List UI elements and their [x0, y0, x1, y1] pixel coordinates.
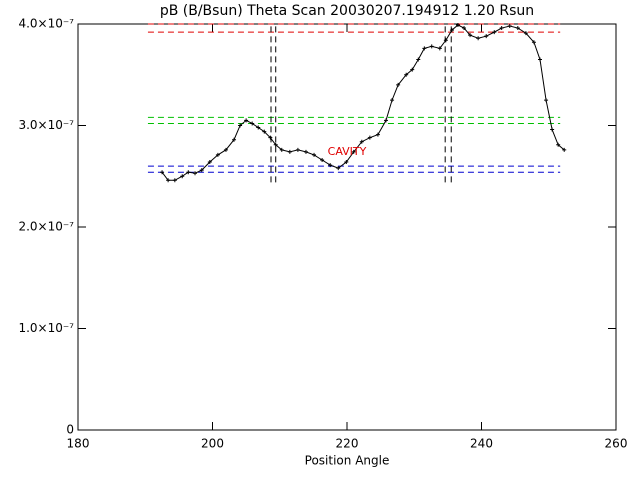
data-point [344, 160, 349, 165]
data-point [262, 129, 267, 134]
data-point [273, 142, 278, 147]
data-point [449, 28, 454, 33]
x-tick-label: 260 [605, 437, 628, 451]
data-point [523, 31, 528, 36]
chart-title: pB (B/Bsun) Theta Scan 20030207.194912 1… [160, 3, 534, 19]
data-point [359, 139, 364, 144]
data-point [410, 67, 415, 72]
data-point [244, 118, 249, 123]
data-point [455, 23, 460, 28]
data-point [468, 33, 473, 38]
data-point [180, 174, 185, 179]
data-point [390, 98, 395, 103]
data-point [215, 152, 220, 157]
annotation: CAVITY [328, 145, 367, 158]
data-point [320, 158, 325, 163]
data-point [351, 149, 356, 154]
y-tick-label: 4.0×10⁻⁷ [18, 17, 74, 31]
x-tick-label: 180 [67, 437, 90, 451]
data-point [238, 123, 243, 128]
data-point [492, 30, 497, 35]
data-point [250, 121, 255, 126]
data-point [287, 149, 292, 154]
data-point [562, 147, 567, 152]
data-point [328, 163, 333, 168]
data-point [207, 160, 212, 165]
x-tick-label: 220 [336, 437, 359, 451]
data-point [223, 147, 228, 152]
data-point [295, 147, 300, 152]
data-point [396, 82, 401, 87]
data-point [268, 135, 273, 140]
x-tick-label: 240 [470, 437, 493, 451]
data-point [462, 26, 467, 31]
data-point [507, 24, 512, 29]
data-point [303, 149, 308, 154]
data-point [437, 46, 442, 51]
data-point [172, 178, 177, 183]
data-point [199, 168, 204, 173]
data-point [416, 57, 421, 62]
data-point [232, 137, 237, 142]
data-point [404, 72, 409, 77]
data-point [484, 34, 489, 39]
data-point [193, 171, 198, 176]
data-point [336, 166, 341, 171]
data-point [166, 178, 171, 183]
y-tick-label: 3.0×10⁻⁷ [18, 118, 74, 132]
data-point [544, 98, 549, 103]
y-tick-label: 1.0×10⁻⁷ [18, 321, 74, 335]
data-point [256, 125, 261, 130]
data-point [375, 132, 380, 137]
data-point [476, 36, 481, 41]
data-point [422, 46, 427, 51]
data-point [499, 26, 504, 31]
data-point [429, 44, 434, 49]
data-point [279, 147, 284, 152]
y-tick-label: 2.0×10⁻⁷ [18, 220, 74, 234]
data-point [384, 118, 389, 123]
y-tick-label: 0 [66, 423, 74, 437]
x-tick-label: 200 [201, 437, 224, 451]
data-point [186, 170, 191, 175]
data-point [538, 57, 543, 62]
x-axis-label: Position Angle [305, 454, 390, 468]
data-point [160, 170, 165, 175]
data-point [312, 152, 317, 157]
data-point [515, 26, 520, 31]
data-point [531, 40, 536, 45]
data-point [556, 142, 561, 147]
data-line [161, 24, 565, 181]
data-point [550, 127, 555, 132]
data-point [443, 38, 448, 43]
data-point [367, 135, 372, 140]
